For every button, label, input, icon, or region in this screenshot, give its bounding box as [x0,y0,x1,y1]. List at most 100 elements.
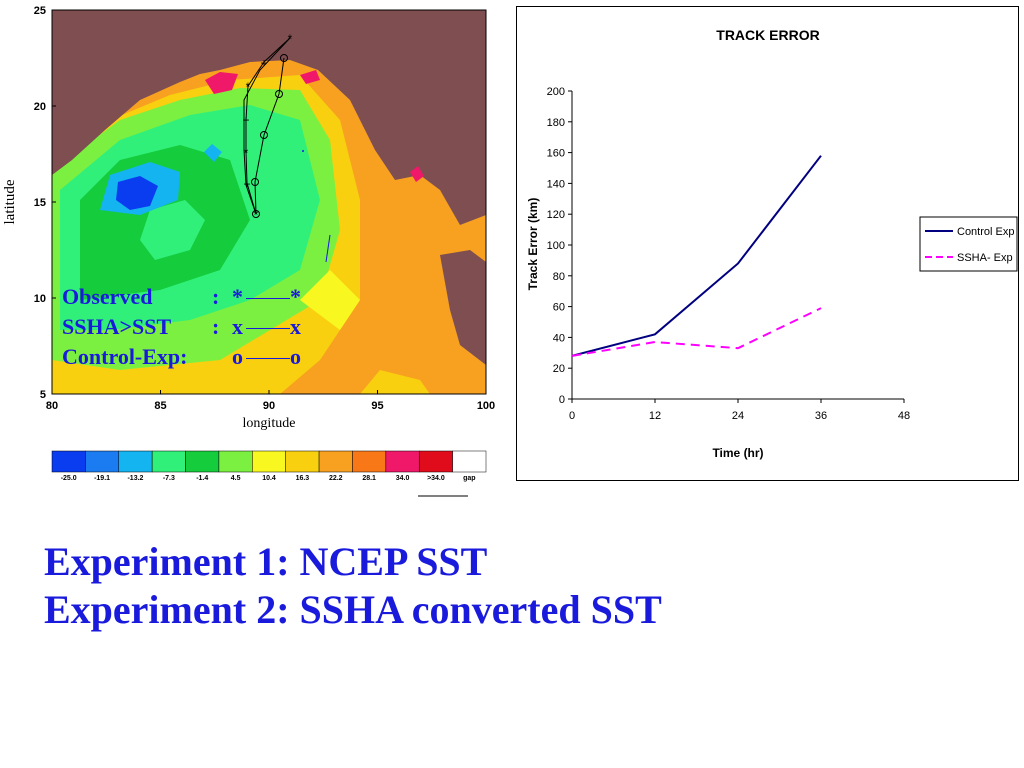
caption-experiment-2: Experiment 2: SSHA converted SST [44,587,662,632]
series-line-1 [571,307,822,357]
observed-track [245,37,291,215]
latitude-tick-label: 25 [34,5,46,17]
colorbar-swatch [218,450,253,473]
colorbar-label: -13.2 [127,475,143,482]
legend-control-label: Control-Exp: [62,344,188,369]
chart-series [571,155,822,357]
y-tick-label: 180 [547,117,565,129]
colorbar-swatch [385,450,420,473]
colorbar-swatch [318,450,353,473]
colorbar-label: 34.0 [396,475,410,482]
y-tick-label: 100 [547,240,565,252]
sst-map-panel: * + * + * + * 25 20 15 10 5 80 85 90 95 100 lati… [0,0,510,510]
control-track [251,54,288,218]
colorbar-swatch [252,450,286,473]
legend-control: Control-Exp: o o [62,342,332,372]
x-tick-label: 48 [898,410,910,422]
y-tick-label: 160 [547,148,565,160]
longitude-tick-label: 85 [154,400,166,412]
x-tick-label: 0 [569,410,575,422]
track-error-chart-panel: TRACK ERROR Track Error (km) Time (hr) 0… [516,6,1019,481]
latitude-tick-label: 5 [40,389,46,401]
y-axis-label: Track Error (km) [526,198,540,291]
y-tick-label: 80 [553,271,565,283]
svg-text:*: * [288,32,293,46]
legend-separator: : [212,314,220,339]
colorbar-swatch [185,450,220,473]
legend-control-marker: o [232,344,243,369]
chart-axes: 0 20 40 60 80 100 120 140 160 180 200 0 12 24 36 48 [547,86,910,422]
ssha-track [243,37,291,215]
y-tick-label: 120 [547,209,565,221]
latitude-tick-label: 15 [34,197,46,209]
legend-ssha-label: SSHA>SST [62,314,172,339]
legend-ssha-marker-end: x [290,314,301,339]
observed-track-markers: * + * + * + * [242,32,292,222]
experiment-captions: Experiment 1: NCEP SST Experiment 2: SSH… [44,538,662,634]
legend-separator: : [212,284,220,309]
legend-observed-marker: * [232,284,243,309]
longitude-tick-label: 100 [477,400,495,412]
colorbar-label: 4.5 [231,475,241,482]
legend-ssha-marker: x [232,314,243,339]
longitude-tick-labels: 80 85 90 95 100 [46,390,495,412]
y-tick-label: 140 [547,178,565,190]
track-legend: Observed : * * SSHA>SST : x x Control-Ex… [62,282,332,372]
svg-text:+: + [242,113,249,127]
latitude-label: latitude [2,179,18,224]
y-tick-label: 200 [547,86,565,98]
svg-text:*: * [244,146,249,160]
colorbar-label: 28.1 [362,475,376,482]
colorbar-label: -1.4 [196,475,208,482]
colorbar-swatch [418,450,453,473]
x-tick-label: 24 [732,410,744,422]
colorbar-label: 22.2 [329,475,343,482]
legend-ssha: SSHA>SST : x x [62,312,332,342]
track-error-chart: TRACK ERROR Track Error (km) Time (hr) 0… [526,27,1018,460]
colorbar-label: 10.4 [262,475,276,482]
colorbar-swatch [85,450,120,473]
legend-label-0: Control Exp [957,226,1014,238]
series-line-0 [571,155,822,357]
y-tick-label: 20 [553,363,565,375]
x-tick-label: 12 [649,410,661,422]
x-tick-label: 36 [815,410,827,422]
colorbar-swatch [285,450,320,473]
legend-observed-label: Observed [62,284,153,309]
legend-observed: Observed : * * [62,282,332,312]
legend-line [246,328,290,329]
colorbar-label: -7.3 [163,475,175,482]
chart-title: TRACK ERROR [716,27,819,43]
x-axis-label: Time (hr) [712,446,763,460]
latitude-tick-label: 10 [34,293,46,305]
legend-label-1: SSHA- Exp [957,252,1013,264]
colorbar-swatch [151,450,186,473]
svg-text:*: * [254,208,259,222]
longitude-tick-label: 90 [263,400,275,412]
sst-field [52,10,486,394]
y-tick-label: 40 [553,332,565,344]
colorbar-swatch [118,450,153,473]
colorbar-swatch [452,450,487,473]
caption-experiment-1: Experiment 1: NCEP SST [44,539,488,584]
colorbar-label: 16.3 [296,475,310,482]
chart-legend: Control Exp SSHA- Exp [919,216,1018,272]
longitude-tick-label: 95 [371,400,383,412]
legend-line [246,298,290,299]
latitude-tick-label: 20 [34,101,46,113]
colorbar-label: gap [463,475,475,482]
svg-text:+: + [260,56,267,70]
y-tick-label: 0 [559,394,565,406]
longitude-label: longitude [243,416,296,431]
sst-map: * + * + * + * 25 20 15 10 5 80 85 90 95 100 lati… [2,5,495,497]
y-tick-label: 60 [553,302,565,314]
sst-colorbar: -25.0 -19.1 -13.2 -7.3 -1.4 4.5 10.4 16.3 22.2 28… [51,450,487,482]
legend-observed-marker-end: * [290,284,301,309]
colorbar-label: >34.0 [427,475,445,482]
latitude-tick-labels: 25 20 15 10 5 [34,5,56,401]
longitude-tick-label: 80 [46,400,58,412]
legend-control-marker-end: o [290,344,301,369]
svg-text:*: * [246,80,251,94]
colorbar-label: -19.1 [94,475,110,482]
svg-text:+: + [243,177,250,191]
